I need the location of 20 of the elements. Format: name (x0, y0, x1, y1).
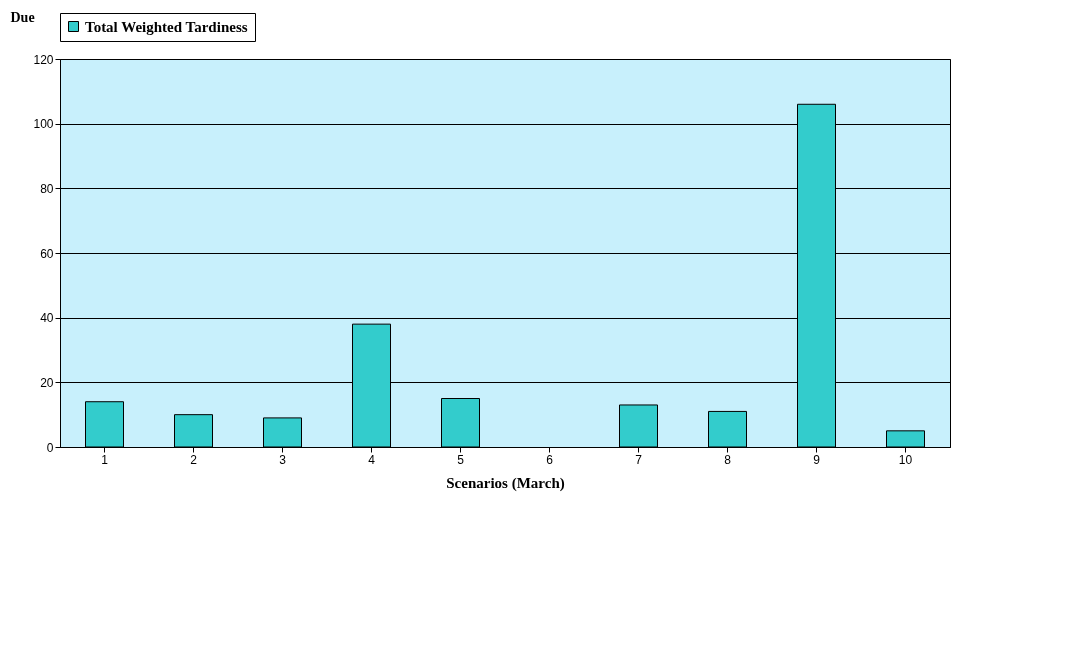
x-tick-label: 2 (190, 452, 198, 467)
x-tick-label: 7 (635, 452, 643, 467)
y-tick-label: 20 (40, 375, 54, 390)
y-tick-label: 80 (40, 181, 54, 196)
y-axis-title: Due (10, 9, 35, 25)
x-tick-label: 5 (457, 452, 465, 467)
x-tick-label: 9 (813, 452, 821, 467)
x-tick-label: 4 (368, 452, 376, 467)
y-tick-label: 40 (40, 311, 54, 326)
x-tick-label: 3 (279, 452, 287, 467)
x-axis-title: Scenarios (March) (446, 474, 565, 492)
y-tick-label: 60 (40, 246, 54, 261)
y-tick-label: 100 (33, 117, 54, 132)
y-tick-label: 0 (46, 440, 54, 455)
legend-label: Total Weighted Tardiness (85, 18, 248, 35)
y-tick-label: 120 (33, 52, 54, 67)
x-tick-label: 6 (546, 452, 554, 467)
x-tick-label: 10 (898, 452, 913, 467)
x-tick-label: 8 (724, 452, 732, 467)
x-tick-label: 1 (101, 452, 109, 467)
